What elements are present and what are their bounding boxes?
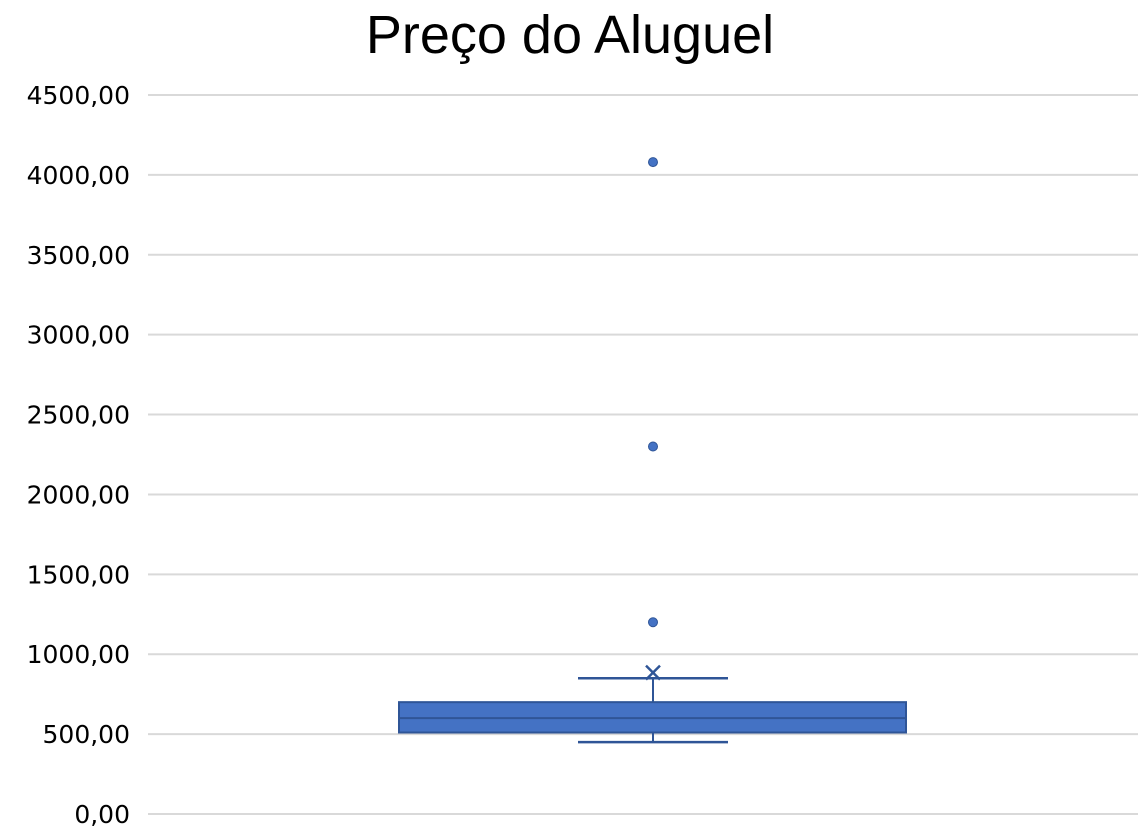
y-tick-label: 1500,00 — [27, 560, 130, 589]
y-tick-label: 4500,00 — [27, 81, 130, 110]
y-tick-label: 0,00 — [74, 800, 130, 829]
outlier-point — [648, 441, 658, 452]
chart-title: Preço do Aluguel — [365, 5, 775, 65]
y-axis-tick-labels: 0,00 500,00 1000,00 1500,00 2000,00 2500,00 30… — [27, 81, 130, 829]
outlier-point — [648, 157, 658, 168]
box-series — [398, 157, 907, 744]
y-tick-label: 500,00 — [43, 720, 130, 749]
gridlines — [148, 94, 1138, 815]
y-tick-label: 2000,00 — [27, 480, 130, 509]
y-tick-label: 3000,00 — [27, 321, 130, 350]
mean-marker — [645, 664, 661, 681]
y-tick-label: 3500,00 — [27, 241, 130, 270]
outlier-point — [648, 617, 658, 628]
y-tick-label: 1000,00 — [27, 640, 130, 669]
y-tick-label: 4000,00 — [27, 161, 130, 190]
y-tick-label: 2500,00 — [27, 401, 130, 430]
